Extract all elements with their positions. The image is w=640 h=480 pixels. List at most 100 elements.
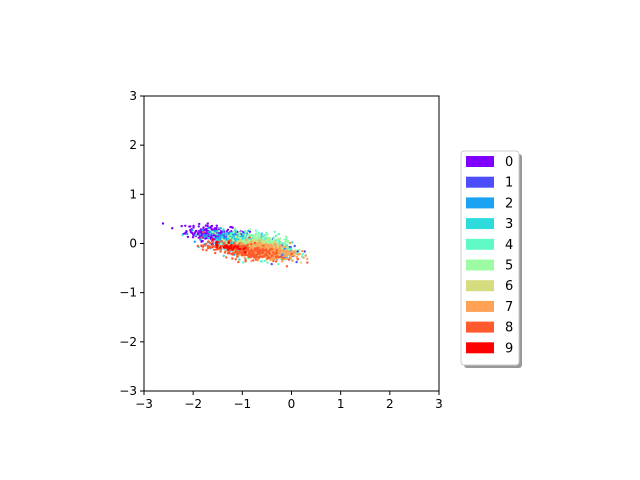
x-axis: −3 −2 −1 0 1 2 3	[135, 391, 443, 411]
point	[247, 229, 250, 233]
point	[284, 257, 287, 261]
point	[242, 261, 245, 264]
point	[234, 235, 237, 238]
x-tick-label: −2	[184, 397, 202, 411]
point	[225, 256, 228, 259]
point	[295, 260, 298, 264]
point	[279, 244, 283, 248]
point	[272, 251, 275, 254]
point	[266, 256, 270, 260]
point	[256, 237, 259, 240]
point	[239, 236, 243, 240]
point	[206, 222, 209, 225]
y-tick-label: −2	[119, 335, 137, 349]
point	[186, 235, 190, 239]
point	[222, 232, 225, 235]
point	[281, 250, 284, 253]
point	[250, 248, 253, 252]
legend-swatch-5	[466, 259, 494, 271]
point	[218, 226, 221, 230]
point	[213, 248, 216, 252]
point	[304, 254, 307, 257]
legend-label-8: 8	[505, 321, 513, 336]
point	[259, 255, 262, 258]
point	[257, 248, 260, 251]
point	[290, 247, 293, 250]
point	[201, 248, 205, 251]
y-tick-label: 3	[129, 89, 137, 103]
point	[241, 236, 245, 240]
point	[186, 232, 189, 236]
legend-label-3: 3	[505, 217, 513, 232]
point	[213, 227, 216, 230]
point	[225, 232, 229, 235]
series-9	[211, 238, 247, 254]
point	[229, 236, 232, 240]
point	[229, 233, 233, 236]
point	[261, 255, 264, 259]
point	[260, 234, 263, 237]
point	[248, 250, 252, 253]
x-tick-label: 1	[337, 397, 345, 411]
point	[161, 222, 165, 225]
point	[277, 256, 280, 259]
point	[201, 228, 204, 232]
point	[241, 232, 245, 236]
point	[245, 238, 248, 241]
point	[201, 239, 204, 243]
point	[211, 238, 215, 241]
point	[197, 230, 201, 233]
point	[274, 251, 278, 254]
point	[250, 240, 253, 243]
legend-label-4: 4	[505, 238, 513, 253]
point	[251, 251, 254, 254]
point	[239, 231, 243, 234]
point	[259, 242, 262, 245]
point	[258, 235, 261, 239]
point	[247, 255, 250, 259]
point	[285, 265, 289, 268]
point	[267, 243, 270, 247]
point	[273, 257, 276, 261]
plot-area-frame	[143, 95, 440, 392]
point	[285, 236, 288, 239]
point	[206, 224, 209, 228]
point	[306, 261, 309, 264]
point	[225, 230, 228, 233]
x-tick-label: 0	[288, 397, 296, 411]
point	[218, 237, 222, 240]
point	[254, 244, 257, 247]
point	[254, 232, 258, 235]
point	[238, 231, 241, 235]
legend-swatch-8	[466, 321, 494, 333]
point	[234, 249, 238, 252]
point	[254, 258, 258, 261]
point	[287, 240, 290, 244]
point	[223, 251, 227, 254]
point	[285, 243, 288, 246]
point	[260, 232, 263, 235]
point	[270, 248, 273, 251]
point	[239, 251, 242, 254]
point	[205, 237, 208, 240]
point	[275, 255, 278, 258]
point	[197, 225, 200, 228]
point	[253, 249, 257, 252]
point	[180, 224, 183, 228]
point	[252, 256, 256, 259]
legend-label-9: 9	[505, 341, 513, 356]
point	[235, 238, 238, 241]
point	[259, 251, 263, 254]
point	[210, 236, 214, 239]
point	[273, 242, 276, 245]
point	[256, 259, 260, 262]
legend-label-6: 6	[505, 279, 513, 294]
point	[246, 249, 250, 252]
point	[237, 252, 240, 255]
legend-swatch-9	[466, 342, 494, 354]
point	[254, 238, 257, 241]
point	[282, 245, 285, 248]
point	[232, 238, 235, 241]
point	[252, 259, 255, 262]
y-tick-label: 2	[129, 138, 137, 152]
